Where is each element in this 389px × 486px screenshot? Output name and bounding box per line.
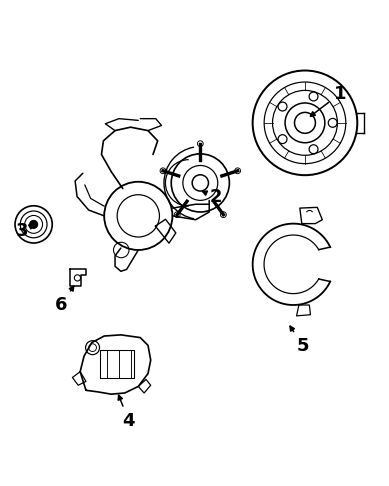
Text: 6: 6 <box>54 286 74 314</box>
Text: 5: 5 <box>290 326 309 355</box>
Circle shape <box>30 220 38 228</box>
Text: 1: 1 <box>310 85 346 116</box>
Text: 4: 4 <box>118 395 135 430</box>
Text: 3: 3 <box>16 223 34 241</box>
Text: 2: 2 <box>202 188 222 206</box>
